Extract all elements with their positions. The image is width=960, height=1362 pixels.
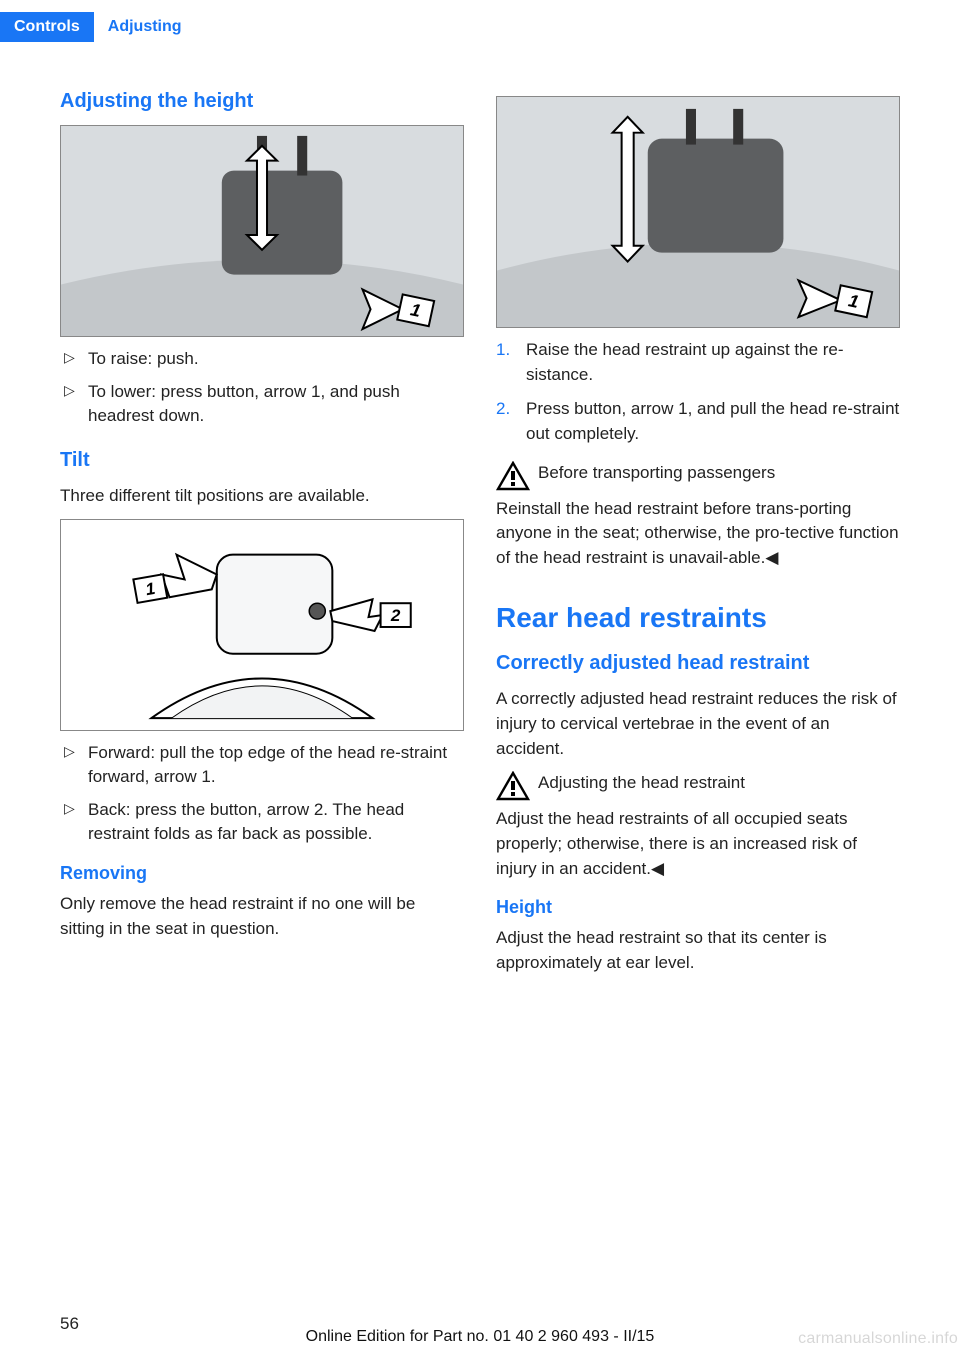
svg-text:2: 2 bbox=[390, 606, 401, 625]
figure-remove-headrest: 1 bbox=[496, 96, 900, 328]
warning-title: Adjusting the head restraint bbox=[538, 771, 745, 796]
warning-icon bbox=[496, 461, 530, 491]
left-column: Adjusting the height 1 bbox=[60, 90, 464, 986]
warning-adjust: Adjusting the head restraint bbox=[496, 771, 900, 801]
header-tabs: Controls Adjusting bbox=[0, 12, 400, 42]
figure-height-adjust: 1 bbox=[60, 125, 464, 337]
heading-removing: Removing bbox=[60, 863, 464, 884]
list-item: 2.Press button, arrow 1, and pull the he… bbox=[496, 397, 900, 446]
correct-text: A correctly adjusted head restraint redu… bbox=[496, 687, 900, 761]
removing-text: Only remove the head restraint if no one… bbox=[60, 892, 464, 941]
heading-height-sub: Height bbox=[496, 897, 900, 918]
tab-adjusting: Adjusting bbox=[94, 12, 196, 42]
heading-adjusting-height: Adjusting the height bbox=[60, 90, 464, 113]
heading-correctly-adjusted: Correctly adjusted head restraint bbox=[496, 652, 900, 675]
height-list: To raise: push. To lower: press button, … bbox=[60, 347, 464, 429]
heading-tilt: Tilt bbox=[60, 449, 464, 472]
warning-body: Adjust the head restraints of all occupi… bbox=[496, 807, 900, 881]
figure-tilt: 1 2 bbox=[60, 519, 464, 731]
content-columns: Adjusting the height 1 bbox=[60, 90, 900, 986]
warning-transport: Before transporting passengers bbox=[496, 461, 900, 491]
list-item: To raise: push. bbox=[60, 347, 464, 372]
list-item: 1.Raise the head restraint up against th… bbox=[496, 338, 900, 387]
watermark: carmanualsonline.info bbox=[798, 1330, 958, 1348]
step-text: Press button, arrow 1, and pull the head… bbox=[526, 399, 899, 443]
warning-body: Reinstall the head restraint before tran… bbox=[496, 497, 900, 571]
warning-title: Before transporting passengers bbox=[538, 461, 775, 486]
right-column: 1 1.Raise the head restraint up against … bbox=[496, 90, 900, 986]
page: Controls Adjusting Adjusting the height bbox=[0, 0, 960, 1362]
list-item: Back: press the button, arrow 2. The hea… bbox=[60, 798, 464, 847]
tilt-intro: Three different tilt positions are avail… bbox=[60, 484, 464, 509]
tab-controls: Controls bbox=[0, 12, 94, 42]
tilt-list: Forward: pull the top edge of the head r… bbox=[60, 741, 464, 848]
warning-icon bbox=[496, 771, 530, 801]
list-item: Forward: pull the top edge of the head r… bbox=[60, 741, 464, 790]
heading-rear-restraints: Rear head restraints bbox=[496, 602, 900, 634]
step-text: Raise the head restraint up against the … bbox=[526, 340, 844, 384]
remove-steps: 1.Raise the head restraint up against th… bbox=[496, 338, 900, 447]
list-item: To lower: press button, arrow 1, and pus… bbox=[60, 380, 464, 429]
height-sub-text: Adjust the head restraint so that its ce… bbox=[496, 926, 900, 975]
